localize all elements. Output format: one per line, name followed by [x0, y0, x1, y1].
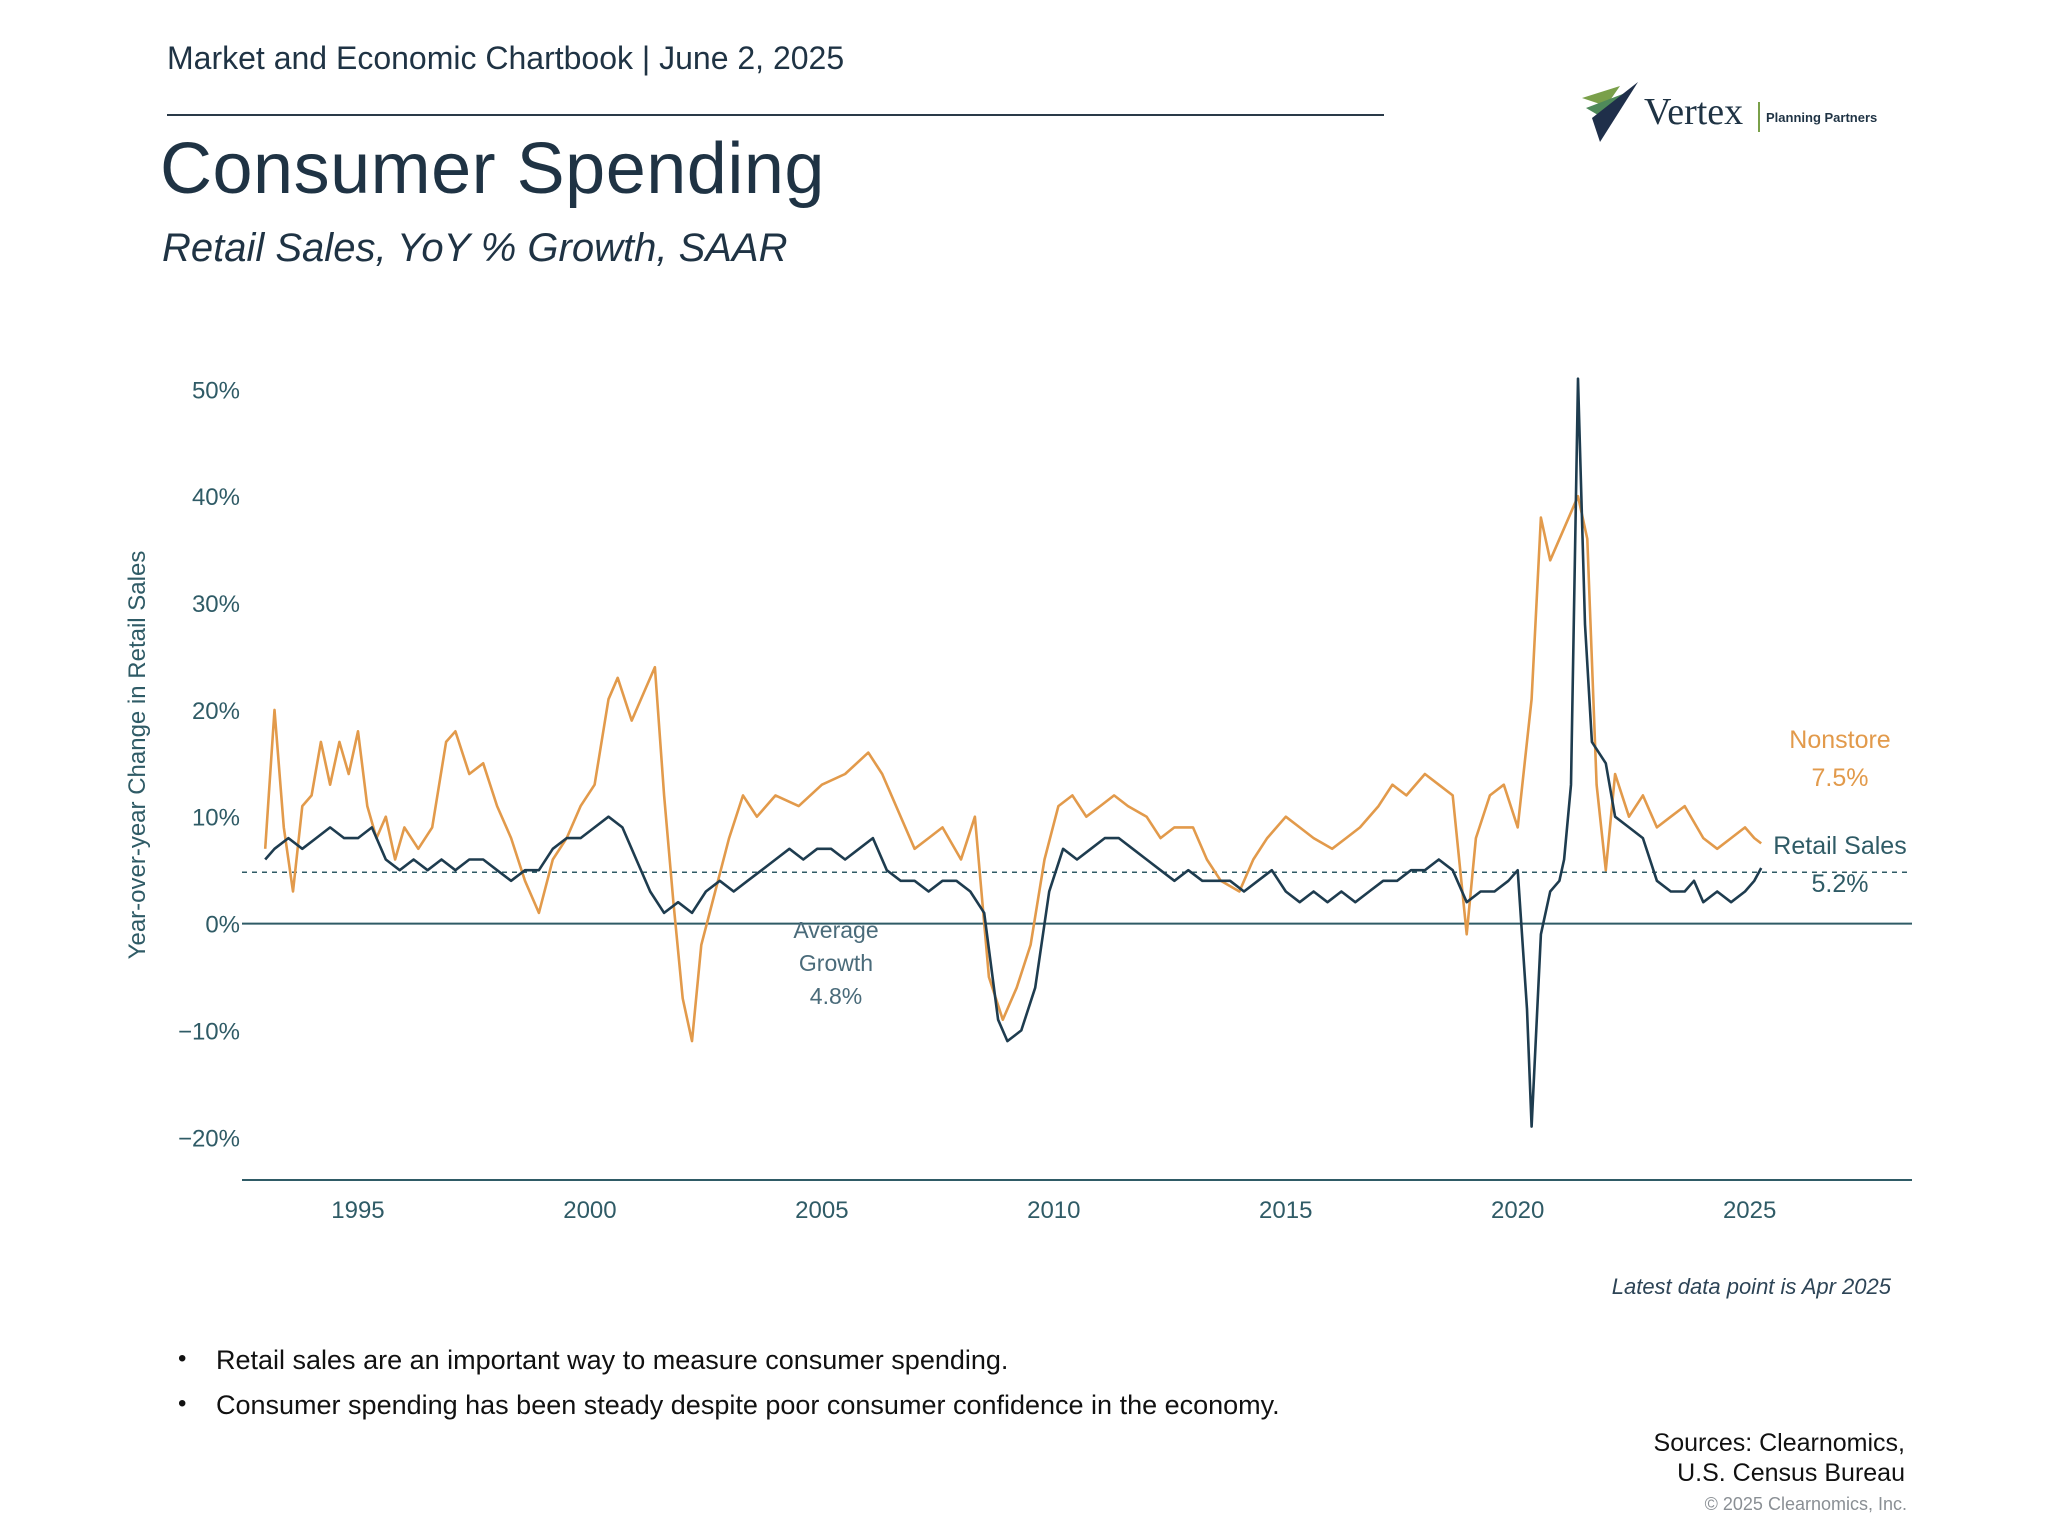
x-tick-labels: 1995 2000 2005 2010 2015 2020 2025 — [331, 1197, 1776, 1224]
sources: Sources: Clearnomics, U.S. Census Bureau — [1654, 1428, 1905, 1488]
y-tick-label: 0% — [205, 912, 240, 939]
series-line-retail-sales — [264, 377, 1763, 1128]
y-tick-label: −10% — [178, 1018, 240, 1045]
series-end-label: Nonstore — [1789, 726, 1890, 754]
logo-tagline: Planning Partners — [1766, 110, 1878, 125]
bullet-text: Consumer spending has been steady despit… — [216, 1390, 1280, 1420]
x-tick-label: 2000 — [563, 1197, 616, 1224]
y-tick-label: 10% — [192, 805, 240, 832]
average-label: 4.8% — [810, 983, 862, 1009]
bullet-item: • Retail sales are an important way to me… — [178, 1345, 1009, 1375]
x-tick-label: 2015 — [1259, 1197, 1312, 1224]
y-tick-label: 30% — [192, 591, 240, 618]
logo-divider — [1758, 102, 1760, 132]
average-label: Growth — [799, 950, 873, 976]
axes — [242, 871, 1912, 1181]
y-tick-label: −20% — [178, 1125, 240, 1152]
header-line: Market and Economic Chartbook | June 2, … — [167, 40, 845, 76]
annotations: Average Growth 4.8% Nonstore 7.5% Retail Sale… — [793, 726, 1906, 1009]
x-tick-label: 1995 — [331, 1197, 384, 1224]
header-rule — [167, 114, 1384, 116]
retail-sales-chart: Year-over-year Change in Retail Sales −2… — [124, 377, 1912, 1224]
sources-line-2: U.S. Census Bureau — [1677, 1459, 1905, 1487]
sources-line-1: Sources: Clearnomics, — [1653, 1429, 1905, 1457]
copyright: © 2025 Clearnomics, Inc. — [1704, 1494, 1907, 1514]
brand-logo: Vertex Planning Partners — [1580, 78, 1900, 148]
vertex-chevron-icon — [1582, 82, 1638, 142]
x-tick-label: 2010 — [1027, 1197, 1080, 1224]
bullet-list: • Retail sales are an important way to me… — [178, 1345, 1280, 1435]
series-line-nonstore — [263, 494, 1762, 1043]
series-end-label: Retail Sales — [1773, 832, 1906, 860]
bullet-item: • Consumer spending has been steady despi… — [178, 1390, 1280, 1420]
logo-name: Vertex — [1644, 91, 1744, 133]
y-axis-label: Year-over-year Change in Retail Sales — [124, 551, 151, 960]
x-tick-label: 2025 — [1723, 1197, 1776, 1224]
series-lines — [263, 377, 1763, 1128]
y-tick-label: 20% — [192, 698, 240, 725]
y-axis-label-group: Year-over-year Change in Retail Sales — [124, 551, 151, 960]
latest-data-note: Latest data point is Apr 2025 — [1611, 1274, 1891, 1299]
x-tick-label: 2020 — [1491, 1197, 1544, 1224]
series-end-label: 7.5% — [1812, 764, 1869, 792]
x-tick-label: 2005 — [795, 1197, 848, 1224]
y-tick-labels: −20% −10% 0% 10% 20% 30% 40% 50% — [178, 377, 240, 1152]
series-end-label: 5.2% — [1812, 870, 1869, 898]
bullet-text: Retail sales are an important way to mea… — [216, 1345, 1009, 1375]
y-tick-label: 50% — [192, 377, 240, 404]
y-tick-label: 40% — [192, 484, 240, 511]
average-label: Average — [793, 917, 878, 943]
page-subtitle: Retail Sales, YoY % Growth, SAAR — [162, 226, 788, 270]
page-title: Consumer Spending — [160, 129, 825, 209]
